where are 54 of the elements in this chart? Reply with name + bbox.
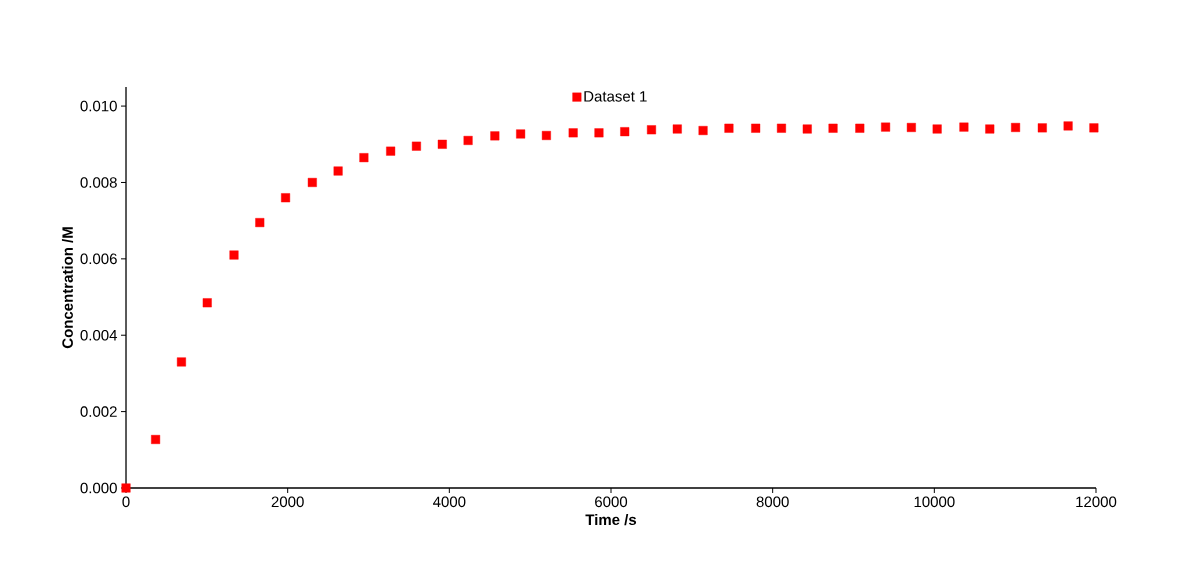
point	[463, 135, 473, 145]
y-tick-label: 0.002	[80, 406, 117, 417]
point	[411, 141, 421, 151]
point	[1037, 123, 1047, 133]
point	[176, 357, 186, 367]
y-tick-label: 0.006	[80, 253, 117, 265]
x-tick-label: 0	[122, 496, 130, 508]
point	[985, 124, 995, 134]
y-tick-label: 0.004	[80, 329, 118, 341]
point	[959, 122, 969, 132]
y-tick-label: 0.000	[80, 482, 117, 494]
x-tick-label: 4000	[433, 496, 466, 508]
point	[568, 128, 578, 138]
point	[751, 123, 761, 133]
x-axis-title: Time /s	[585, 514, 637, 526]
point	[906, 122, 916, 132]
point	[333, 166, 343, 176]
point	[881, 122, 891, 132]
x-tick-label: 6000	[595, 496, 628, 508]
point	[1011, 122, 1021, 132]
point	[307, 177, 317, 187]
point	[255, 218, 265, 228]
point	[932, 124, 942, 134]
point	[490, 131, 500, 141]
point	[437, 139, 447, 149]
point	[541, 131, 551, 140]
point	[121, 483, 131, 493]
point	[620, 127, 630, 137]
point	[202, 298, 212, 308]
point	[647, 125, 656, 135]
x-tick-label: 8000	[756, 496, 789, 508]
x-tick-label: 2000	[271, 496, 304, 508]
y-tick-label: 0.008	[80, 177, 117, 188]
x-tick-label: 12000	[1076, 496, 1117, 508]
point	[359, 153, 369, 163]
point	[229, 250, 239, 260]
y-axis-title: Concentration /M	[61, 227, 74, 349]
point	[802, 124, 812, 134]
y-tick-label: 0.010	[80, 100, 117, 112]
point	[281, 193, 291, 203]
point	[698, 126, 708, 136]
point	[516, 129, 526, 139]
point	[776, 123, 786, 133]
point	[672, 124, 682, 134]
x-tick-label: 10000	[914, 496, 955, 508]
point	[724, 123, 734, 133]
point	[1063, 121, 1073, 131]
legend-label: Dataset 1	[584, 91, 647, 102]
point	[1089, 123, 1099, 133]
point	[594, 128, 604, 138]
point	[151, 434, 161, 444]
point	[855, 123, 865, 133]
point	[828, 123, 838, 133]
point	[386, 146, 396, 156]
